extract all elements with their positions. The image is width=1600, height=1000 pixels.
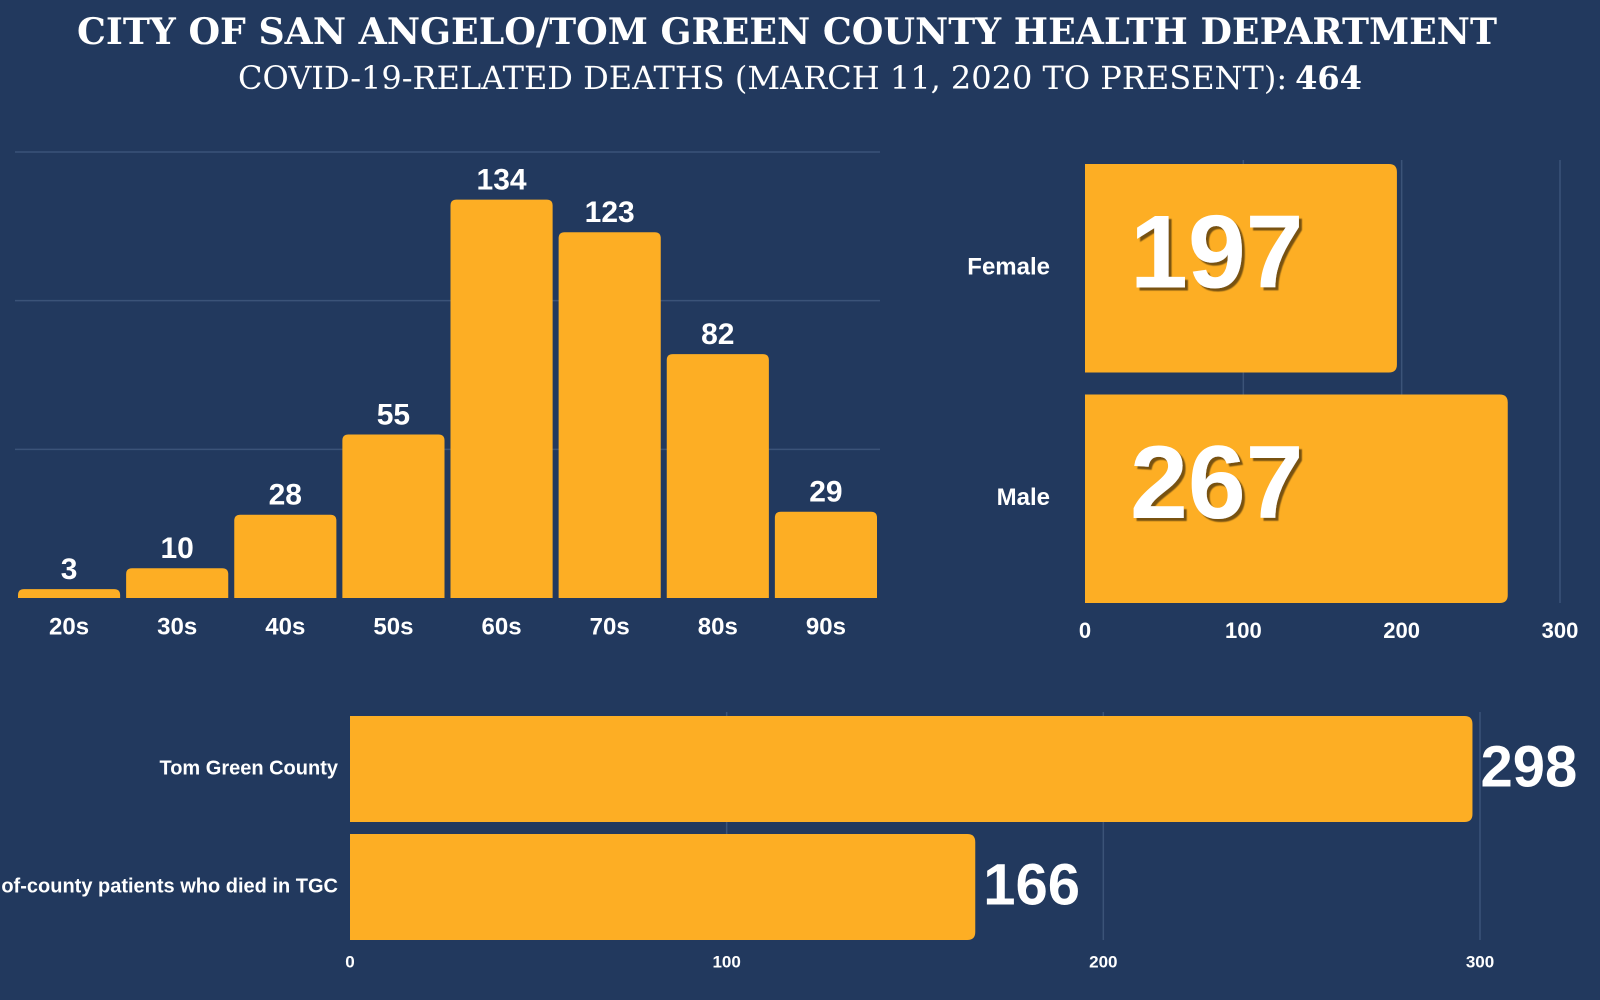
data-label: 3: [61, 553, 78, 586]
total-deaths: 464: [1295, 59, 1362, 97]
x-tick-label: 100: [712, 952, 740, 971]
bar: [350, 716, 1473, 822]
bar: [18, 589, 121, 598]
title: CITY OF SAN ANGELO/TOM GREEN COUNTY HEAL…: [77, 11, 1497, 53]
data-label: 82: [701, 318, 734, 351]
bar: [342, 434, 445, 598]
x-tick-label: 100: [1225, 618, 1262, 643]
y-tick-label: of-county patients who died in TGC: [1, 875, 338, 897]
x-tick-label: 40s: [265, 613, 305, 640]
x-tick-label: 0: [345, 952, 354, 971]
x-tick-label: 300: [1542, 618, 1579, 643]
subtitle-line: COVID-19-RELATED DEATHS (MARCH 11, 2020 …: [238, 59, 1362, 97]
data-label: 298: [1480, 734, 1577, 799]
data-label: 28: [269, 479, 302, 512]
y-tick-label: Tom Green County: [159, 757, 338, 779]
data-label: 29: [809, 476, 842, 509]
data-label: 197: [1130, 195, 1304, 311]
x-tick-label: 300: [1466, 952, 1494, 971]
x-tick-label: 80s: [698, 613, 738, 640]
data-label: 123: [585, 196, 635, 229]
x-tick-label: 60s: [482, 613, 522, 640]
x-tick-label: 30s: [157, 613, 197, 640]
y-tick-label: Female: [967, 254, 1050, 281]
data-label: 166: [983, 852, 1080, 917]
data-label: 267: [1130, 425, 1304, 541]
x-tick-label: 20s: [49, 613, 89, 640]
bar: [774, 511, 877, 598]
bar: [666, 354, 769, 598]
bar: [1085, 164, 1397, 373]
bar: [450, 199, 553, 598]
x-tick-label: 70s: [590, 613, 630, 640]
x-tick-label: 50s: [373, 613, 413, 640]
subtitle: COVID-19-RELATED DEATHS (MARCH 11, 2020 …: [238, 59, 1287, 97]
data-label: 10: [161, 532, 194, 565]
x-tick-label: 0: [1079, 618, 1091, 643]
x-tick-label: 200: [1089, 952, 1117, 971]
bar: [1085, 394, 1508, 603]
bar: [558, 232, 661, 598]
x-tick-label: 90s: [806, 613, 846, 640]
bar: [126, 568, 229, 598]
bar: [234, 514, 337, 598]
y-tick-label: Male: [997, 484, 1050, 511]
data-label: 55: [377, 398, 410, 431]
data-label: 134: [477, 163, 527, 196]
x-tick-label: 200: [1383, 618, 1420, 643]
bar: [350, 834, 976, 940]
